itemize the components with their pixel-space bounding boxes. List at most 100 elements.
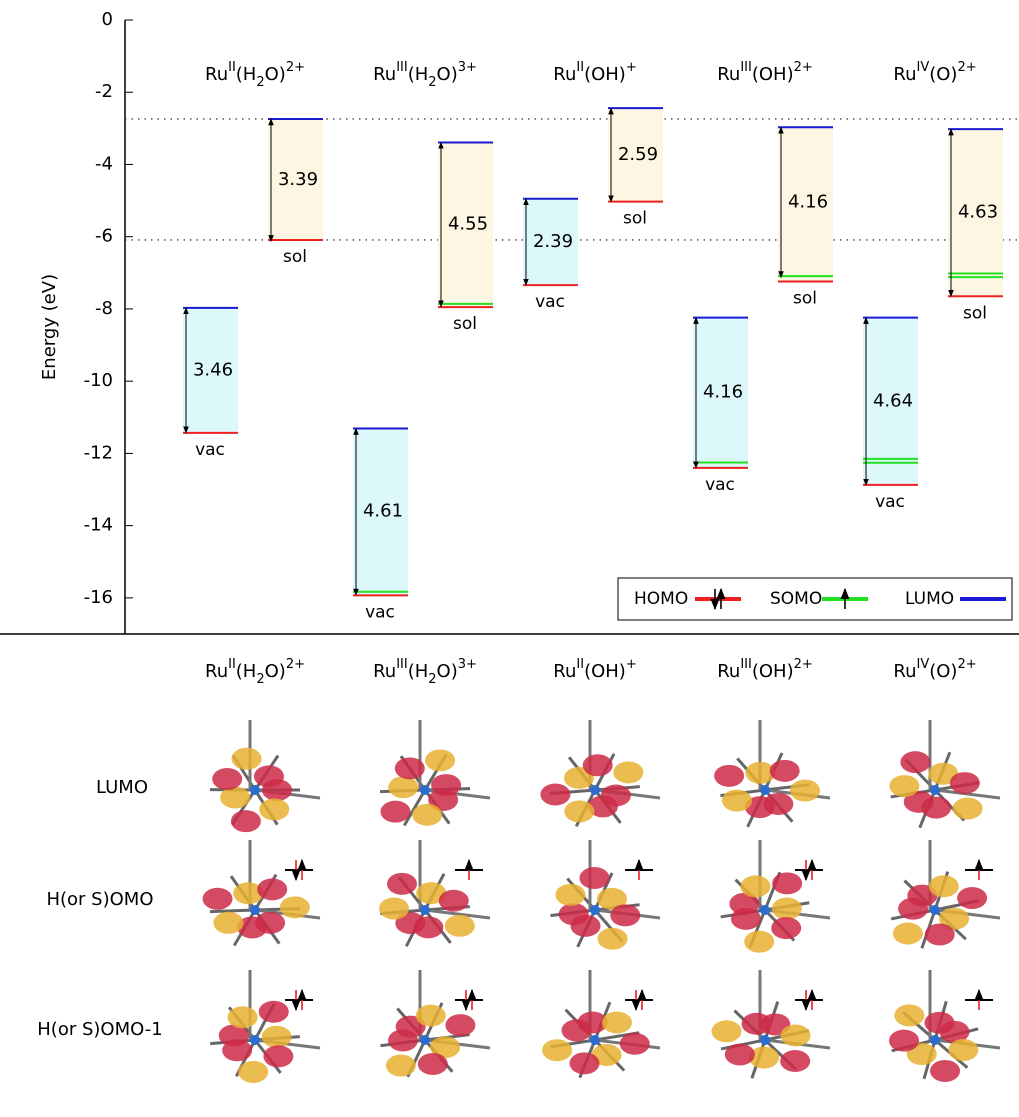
label-part: Ru: [717, 64, 740, 85]
orbital-lobe: [445, 1014, 475, 1036]
orbital-lobe: [953, 798, 983, 820]
orbital-lobe: [257, 878, 287, 900]
complex-label: RuII(H2O)2+: [205, 60, 305, 90]
metal-atom: [420, 905, 430, 915]
label-part: (OH): [584, 661, 626, 682]
orbital-lobe: [562, 1019, 592, 1041]
metal-atom: [250, 905, 260, 915]
label-part: O): [265, 64, 286, 85]
label-part: 3+: [458, 657, 477, 672]
label-part: 2+: [286, 60, 305, 75]
orbital-lobe: [771, 917, 801, 939]
orbital-lobe: [254, 765, 284, 787]
orbital-lobe: [232, 748, 262, 770]
label-part: 2+: [957, 657, 976, 672]
metal-atom: [250, 785, 260, 795]
orbital-lobe: [395, 757, 425, 779]
orbital-lobe: [259, 1001, 289, 1023]
metal-atom: [250, 1035, 260, 1045]
label-part: 3+: [458, 60, 477, 75]
orbital-lobe: [580, 867, 610, 889]
label-part: II: [228, 657, 236, 672]
complex-label: RuII(OH)+: [553, 60, 636, 85]
orbital-lobe: [583, 754, 613, 776]
label-part: 2: [256, 672, 264, 687]
label-part: Ru: [373, 64, 396, 85]
metal-atom: [590, 905, 600, 915]
orbital-lobe: [212, 768, 242, 790]
orbital-lobe: [238, 1061, 268, 1083]
orbital-lobe: [950, 772, 980, 794]
label-part: (OH): [752, 661, 794, 682]
orbital-lobe: [898, 898, 928, 920]
label-part: (OH): [752, 64, 794, 85]
y-tick-label: -16: [84, 587, 113, 608]
gap-value: 4.64: [873, 390, 913, 411]
label-part: Ru: [373, 661, 396, 682]
phase-label: vac: [195, 440, 225, 460]
complex-label: RuII(H2O)2+: [205, 657, 305, 687]
orbital-lobe: [610, 904, 640, 926]
orbital-lobe: [231, 810, 261, 832]
label-part: (O): [929, 64, 957, 85]
label-part: 2: [256, 75, 264, 90]
orbital-lobe: [542, 1039, 572, 1061]
orbital-lobe: [381, 801, 411, 823]
y-tick-label: -12: [84, 442, 113, 463]
label-part: (H: [236, 661, 257, 682]
y-tick-label: -8: [95, 298, 113, 319]
orbital-image: [210, 720, 320, 832]
gap-value: 4.61: [363, 501, 403, 522]
row-label: H(or S)OMO: [46, 889, 153, 910]
label-part: O): [265, 661, 286, 682]
orbital-lobe: [418, 1053, 448, 1075]
orbital-lobe: [772, 898, 802, 920]
label-part: (H: [236, 64, 257, 85]
orbital-lobe: [425, 749, 455, 771]
label-part: 2+: [794, 657, 813, 672]
label-part: II: [228, 60, 236, 75]
orbital-lobe: [894, 1004, 924, 1026]
orbital-lobe: [387, 873, 417, 895]
label-part: (O): [929, 661, 957, 682]
orbital-lobe: [613, 761, 643, 783]
gap-value: 4.55: [448, 214, 488, 235]
y-tick-label: -4: [95, 153, 113, 174]
orbital-image: [379, 840, 490, 946]
orbital-lobe: [731, 908, 761, 930]
label-part: III: [396, 657, 408, 672]
gap-value: 2.39: [533, 231, 573, 252]
legend-label: HOMO: [634, 589, 688, 609]
label-part: 2+: [286, 657, 305, 672]
label-part: (H: [408, 64, 429, 85]
phase-label: sol: [453, 314, 477, 334]
orbital-lobe: [262, 1026, 292, 1048]
orbital-image: [721, 840, 830, 953]
figure: Energy (eV) 0-2-4-6-8-10-12-14-16RuII(H2…: [0, 0, 1019, 1117]
label-part: III: [740, 60, 752, 75]
orbital-lobe: [780, 1050, 810, 1072]
orbital-image: [889, 720, 1000, 828]
label-part: IV: [916, 60, 929, 75]
orbital-lobe: [790, 780, 820, 802]
label-part: O): [437, 661, 458, 682]
phase-label: sol: [963, 303, 987, 323]
orbital-lobe: [388, 1029, 418, 1051]
gap-value: 3.39: [278, 169, 318, 190]
orbital-lobe: [228, 1006, 258, 1028]
complex-label: RuIV(O)2+: [893, 60, 976, 85]
complex-label: RuIII(OH)2+: [717, 60, 813, 85]
phase-label: vac: [535, 292, 565, 312]
label-part: Ru: [553, 661, 576, 682]
orbital-image: [889, 970, 1000, 1082]
label-part: 2: [428, 672, 436, 687]
complex-label: RuIV(O)2+: [893, 657, 976, 682]
row-label: H(or S)OMO-1: [37, 1019, 162, 1040]
label-part: III: [396, 60, 408, 75]
phase-label: sol: [793, 288, 817, 308]
label-part: II: [576, 60, 584, 75]
orbital-lobe: [921, 797, 951, 819]
orbital-lobe: [957, 887, 987, 909]
gap-value: 4.16: [703, 382, 743, 403]
phase-label: sol: [623, 209, 647, 229]
